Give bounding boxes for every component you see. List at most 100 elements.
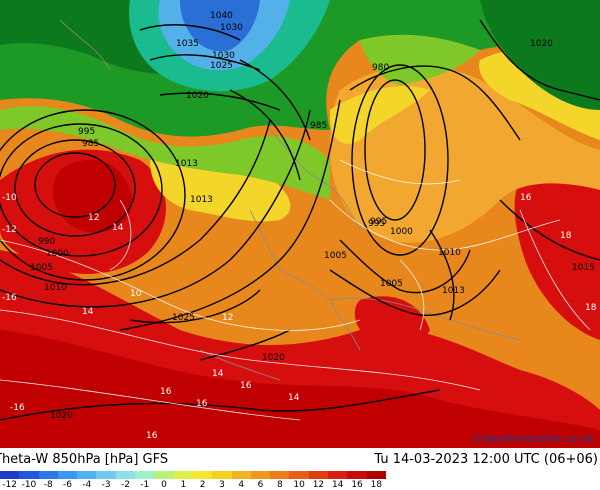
legend-tick: -1 — [140, 480, 150, 490]
map-canvas: 1040 1030 1025 1035 1030 1020 980 985 99… — [0, 0, 600, 448]
field-darkgreen-ne — [480, 0, 600, 110]
legend-swatch — [347, 471, 367, 479]
legend-swatch — [38, 471, 58, 479]
legend-tick: -8 — [43, 480, 53, 490]
isobar-label: 1000 — [46, 249, 69, 259]
isobar-label: 1010 — [438, 248, 461, 258]
field-darkred-south — [0, 330, 600, 448]
legend-color-bar — [0, 471, 386, 479]
coastlines — [59, 19, 521, 381]
isobar-label: 1040 — [210, 11, 233, 21]
legend-tick: -4 — [82, 480, 92, 490]
isobar-label: 1005 — [324, 251, 347, 261]
isobar-label: 1030 — [212, 51, 235, 61]
legend-tick: -12 — [2, 480, 17, 490]
legend-swatch — [308, 471, 329, 479]
map-timestamp: Tu 14-03-2023 12:00 UTC (06+06) — [374, 452, 598, 467]
isobar-label: 1020 — [186, 91, 209, 101]
isobar-label: 985 — [82, 139, 99, 149]
isobar-label: 1013 — [175, 159, 198, 169]
temp-labels: -12 -10 -16 -16 12 14 14 16 14 12 14 16 … — [2, 193, 597, 441]
legend-tick: 1 — [180, 480, 187, 490]
temp-label: 10 — [130, 289, 142, 299]
temp-label: 12 — [88, 213, 99, 223]
legend-swatch — [57, 471, 78, 479]
temp-contours — [0, 159, 591, 421]
isobar-label: 1000 — [390, 227, 413, 237]
color-legend: -12 -10 -8 -6 -4 -3 -2 -1 0 1 2 3 4 6 8 10 12 14 16 18 — [0, 471, 386, 490]
temp-label: 14 — [288, 393, 300, 403]
temp-label: 16 — [196, 399, 208, 409]
legend-swatch — [250, 471, 271, 479]
temp-label: -16 — [10, 403, 25, 413]
isobar-label: 1030 — [220, 23, 243, 33]
temp-label: 16 — [160, 387, 172, 397]
legend-tick: 14 — [332, 480, 344, 490]
field-darkred-core — [52, 159, 132, 233]
title-bar: Theta-W 850hPa [hPa] GFS Tu 14-03-2023 1… — [0, 450, 600, 470]
legend-swatch — [135, 471, 155, 479]
temp-label: 14 — [212, 369, 224, 379]
legend-tick: 10 — [293, 480, 305, 490]
legend-swatch — [173, 471, 193, 479]
legend-swatch — [115, 471, 136, 479]
legend-tick: 18 — [370, 480, 383, 490]
temp-label: -10 — [2, 193, 17, 203]
legend-swatch — [231, 471, 251, 479]
field-red-central — [354, 296, 430, 349]
legend-tick: 16 — [351, 480, 363, 490]
legend-tick: 4 — [238, 480, 245, 490]
legend-tick: -2 — [120, 480, 130, 490]
legend-tick: 3 — [219, 480, 225, 490]
temp-label: 12 — [222, 313, 233, 323]
legend-tick: 12 — [312, 480, 325, 490]
isobar-label: 1013 — [442, 286, 465, 296]
isobar-label: 1015 — [572, 263, 595, 273]
legend-swatch — [77, 471, 97, 479]
legend-swatch — [289, 471, 309, 479]
legend-swatch — [0, 471, 20, 479]
isobar-label: 1020 — [530, 39, 553, 49]
legend-tick: -10 — [21, 480, 37, 490]
isobar-label: 1005 — [30, 263, 53, 273]
isobar-label: 995 — [370, 217, 387, 227]
legend-swatch — [154, 471, 174, 479]
temp-label: 14 — [82, 307, 94, 317]
legend-swatch — [270, 471, 290, 479]
isobar-label: 1013 — [190, 195, 213, 205]
isobar-label: 1035 — [176, 39, 199, 49]
temp-label: 16 — [520, 193, 532, 203]
field-blue — [180, 0, 260, 52]
legend-swatch — [366, 471, 386, 479]
isobar-label: 1025 — [210, 61, 233, 71]
isobar-label: 1005 — [380, 279, 403, 289]
isobar-label: 1020 — [50, 411, 73, 421]
legend-tick: 6 — [257, 480, 264, 490]
temp-label: -12 — [2, 225, 17, 235]
field-lightgreen-n — [360, 34, 480, 85]
isobars — [0, 19, 600, 421]
isobar-label: 1020 — [262, 353, 285, 363]
field-red-east — [514, 178, 600, 340]
temp-label: 16 — [146, 431, 158, 441]
legend-tick: -6 — [63, 480, 73, 490]
isobar-label: 980 — [372, 63, 389, 73]
weather-map: 1040 1030 1025 1035 1030 1020 980 985 99… — [0, 0, 600, 448]
legend-swatch — [192, 471, 213, 479]
isobar-label: 995 — [78, 127, 95, 137]
legend-tick: 0 — [161, 480, 167, 490]
credit-link[interactable]: ©weatheronline.co.uk — [471, 432, 594, 445]
isobar-label: 1010 — [44, 283, 67, 293]
legend-tick: -3 — [101, 480, 111, 490]
temp-label: 16 — [240, 381, 252, 391]
temp-label: 18 — [585, 303, 597, 313]
legend-tick: 8 — [276, 480, 283, 490]
isobar-label: 990 — [38, 237, 55, 247]
map-title: Theta-W 850hPa [hPa] GFS — [0, 452, 169, 467]
isobar-label: 985 — [310, 121, 327, 131]
isobar-label: 995 — [368, 219, 385, 229]
temp-label: 18 — [560, 231, 572, 241]
legend-swatch — [212, 471, 232, 479]
legend-ticks: -12 -10 -8 -6 -4 -3 -2 -1 0 1 2 3 4 6 8 10 12 14 16 18 — [0, 480, 386, 490]
legend-swatch — [19, 471, 39, 479]
